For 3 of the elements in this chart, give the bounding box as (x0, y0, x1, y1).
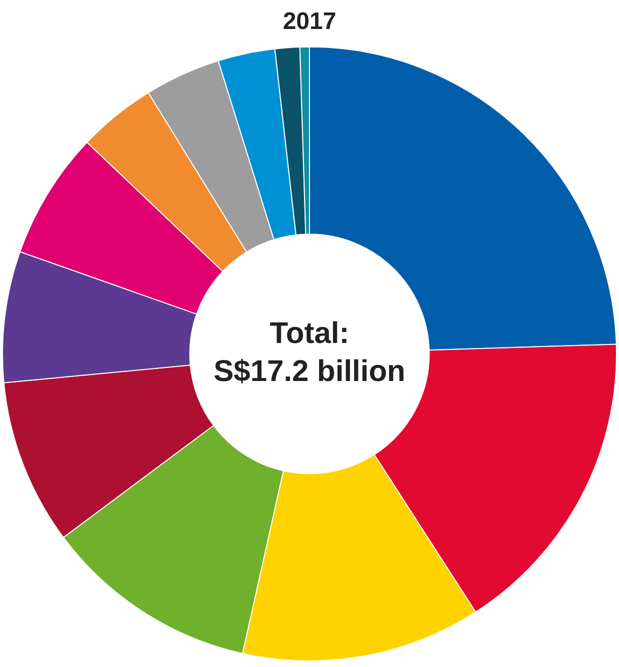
text: S$17.2 billion (214, 355, 406, 388)
text: Total: (270, 317, 350, 350)
chart-title: 2017 (282, 8, 336, 36)
